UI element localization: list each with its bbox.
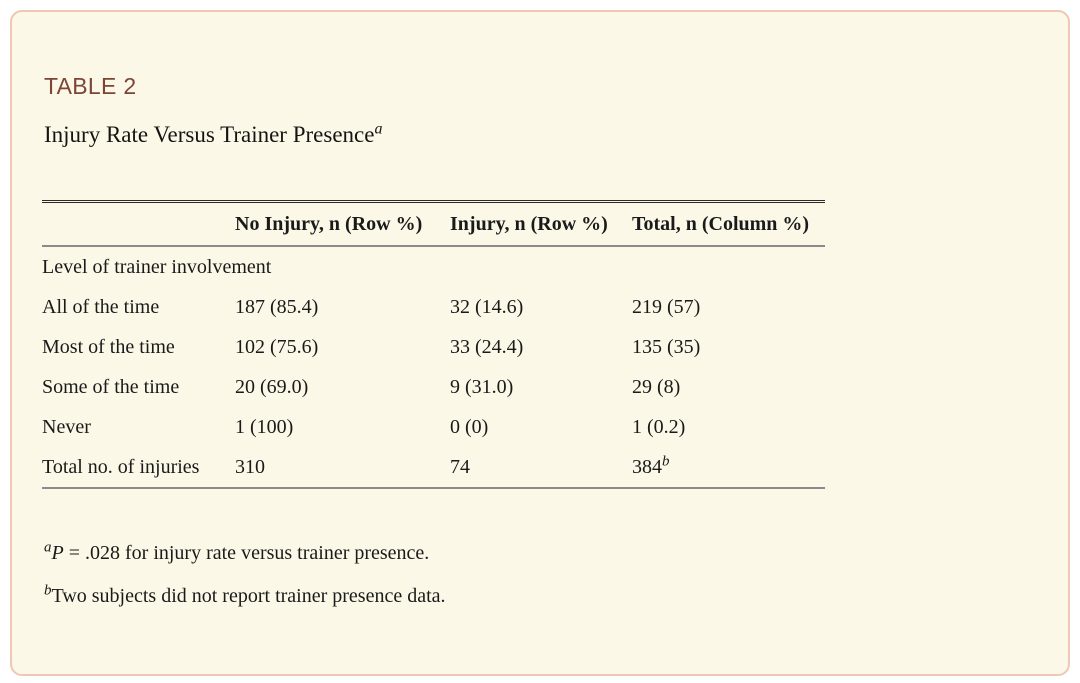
- footnote-b-marker: b: [44, 582, 52, 599]
- table-row: Some of the time 20 (69.0) 9 (31.0) 29 (…: [42, 367, 825, 407]
- col-header-empty: [42, 201, 235, 247]
- table-row-totals: Total no. of injuries 310 74 384b: [42, 447, 825, 489]
- col-header-total: Total, n (Column %): [632, 201, 825, 247]
- paper-table-card: TABLE 2 Injury Rate Versus Trainer Prese…: [10, 10, 1070, 676]
- section-row-label: Level of trainer involvement: [42, 255, 272, 278]
- table-row: Never 1 (100) 0 (0) 1 (0.2): [42, 407, 825, 447]
- cell-injury: 74: [450, 447, 632, 489]
- table-title-footnote-marker: a: [374, 120, 383, 138]
- row-label: Most of the time: [42, 335, 175, 358]
- footnotes: aP = .028 for injury rate versus trainer…: [44, 540, 446, 626]
- injury-rate-table: No Injury, n (Row %) Injury, n (Row %) T…: [42, 200, 825, 489]
- row-label: All of the time: [42, 295, 160, 318]
- row-label: Some of the time: [42, 375, 180, 398]
- footnote-a-pvalue-symbol: P: [51, 542, 64, 564]
- col-header-injury: Injury, n (Row %): [450, 201, 632, 247]
- table-row: All of the time 187 (85.4) 32 (14.6) 219…: [42, 287, 825, 327]
- cell-no-injury: 102 (75.6): [235, 335, 319, 358]
- cell-injury: 32 (14.6): [450, 295, 524, 318]
- table-number-label: TABLE 2: [44, 73, 137, 99]
- row-label: Never: [42, 415, 91, 438]
- footnote-a-marker: a: [44, 539, 52, 556]
- footnote-b: bTwo subjects did not report trainer pre…: [44, 583, 446, 609]
- cell-total: 29 (8): [632, 375, 681, 398]
- cell-no-injury: 1 (100): [235, 415, 294, 438]
- cell-injury: 0 (0): [450, 415, 489, 438]
- section-row: Level of trainer involvement: [42, 246, 825, 287]
- cell-total-footnote-marker: b: [662, 452, 670, 469]
- footnote-a: aP = .028 for injury rate versus trainer…: [44, 540, 446, 566]
- cell-total: 135 (35): [632, 335, 701, 358]
- cell-total: 1 (0.2): [632, 415, 686, 438]
- col-header-no-injury: No Injury, n (Row %): [235, 201, 450, 247]
- table-title: Injury Rate Versus Trainer Presencea: [44, 120, 383, 148]
- cell-no-injury: 187 (85.4): [235, 295, 319, 318]
- cell-total: 384b: [632, 447, 825, 489]
- cell-total-value: 384: [632, 455, 662, 478]
- cell-injury: 9 (31.0): [450, 375, 514, 398]
- footnote-b-text: Two subjects did not report trainer pres…: [51, 585, 446, 607]
- footnote-a-text: = .028 for injury rate versus trainer pr…: [63, 542, 430, 564]
- cell-total: 219 (57): [632, 295, 701, 318]
- cell-injury: 33 (24.4): [450, 335, 524, 358]
- table-row: Most of the time 102 (75.6) 33 (24.4) 13…: [42, 327, 825, 367]
- cell-no-injury: 310: [235, 447, 450, 489]
- cell-no-injury: 20 (69.0): [235, 375, 309, 398]
- header-row: No Injury, n (Row %) Injury, n (Row %) T…: [42, 201, 825, 247]
- row-label: Total no. of injuries: [42, 447, 235, 489]
- table-title-text: Injury Rate Versus Trainer Presence: [44, 122, 375, 147]
